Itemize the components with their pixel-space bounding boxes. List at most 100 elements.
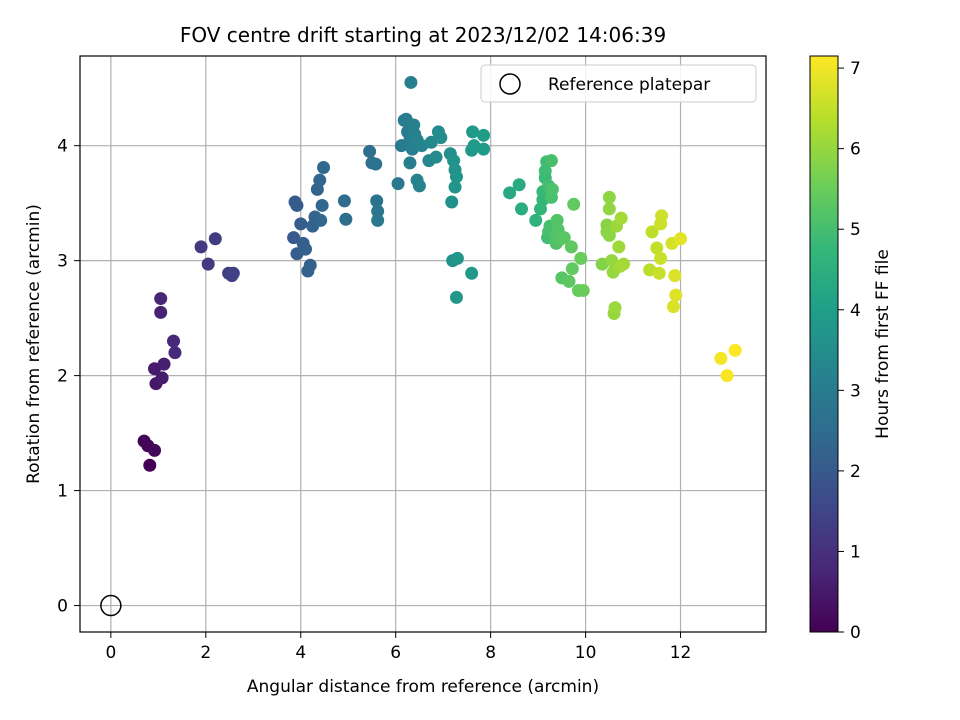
y-tick-label: 1 [57,482,68,502]
x-tick-label: 0 [105,643,116,663]
data-point [226,266,240,280]
data-point [287,231,301,245]
data-point [465,266,479,280]
data-point [449,170,463,184]
data-point [655,209,669,223]
data-point [154,292,168,306]
data-point [371,204,385,218]
colorbar-tick-label: 1 [850,542,861,562]
data-point [143,458,157,472]
colorbar-ticks: 0 1 2 3 4 5 6 7 [838,59,861,643]
data-point [303,258,317,272]
data-point [674,232,688,246]
data-point [503,186,517,200]
data-point [363,144,377,158]
data-point [313,173,327,187]
x-tick-label: 6 [390,643,401,663]
data-point [576,284,590,298]
data-point [371,213,385,227]
data-point [565,262,579,276]
data-point [529,213,543,227]
data-point [564,240,578,254]
data-point [612,240,626,254]
legend-reference-marker [499,73,521,95]
data-point [466,125,480,139]
data-point [450,251,464,265]
y-tick-label: 3 [57,252,68,272]
colorbar-tick-label: 2 [850,462,861,482]
data-point [545,182,559,196]
data-point [391,177,405,191]
colorbar-tick-label: 3 [850,381,861,401]
data-point [720,369,734,383]
data-point [404,75,418,89]
colorbar-label: Hours from first FF file [873,249,893,439]
chart-title: FOV centre drift starting at 2023/12/02 … [180,23,666,47]
x-tick-label: 2 [200,643,211,663]
data-point [654,251,668,265]
data-point [429,150,443,164]
colorbar-tick-label: 6 [850,140,861,160]
data-point [294,217,308,231]
data-point [157,357,171,371]
data-point [602,190,616,204]
data-point [369,157,383,171]
data-point [370,194,384,208]
x-tick-label: 10 [575,643,597,663]
data-point [669,288,683,302]
data-point [617,257,631,271]
data-point [562,274,576,288]
legend-box [480,64,757,103]
colorbar-tick-label: 4 [850,301,861,321]
data-point [448,180,462,194]
data-point [194,240,208,254]
data-point [290,198,304,212]
y-tick-label: 4 [57,137,68,157]
data-point [201,257,215,271]
data-point [567,197,581,211]
colorbar-tick-label: 5 [850,220,861,240]
reference-marker-layer [100,594,122,617]
data-point [208,232,222,246]
y-axis-label: Rotation from reference (arcmin) [24,204,44,484]
data-point [317,161,331,175]
data-point [728,343,742,357]
data-point [148,443,162,457]
colorbar-gradient [809,55,839,633]
data-point [314,213,328,227]
data-point [477,128,491,142]
data-point [515,202,529,216]
data-point [652,266,666,280]
colorbar-tick-label: 0 [850,623,861,643]
data-point [337,194,351,208]
y-tick-label: 0 [57,597,68,617]
data-point [445,195,459,209]
plot-frame [79,55,767,633]
data-point [477,142,491,156]
x-axis-label: Angular distance from reference (arcmin) [247,677,599,697]
data-point [299,242,313,256]
data-point [167,334,181,348]
data-point [668,269,682,283]
data-point [544,154,558,168]
data-point [602,202,616,216]
grid [80,56,766,632]
data-point [666,300,680,314]
y-tick-label: 2 [57,367,68,387]
data-point [650,241,664,255]
reference-platepar-marker [100,594,122,617]
x-tick-label: 4 [295,643,306,663]
data-point [339,212,353,226]
data-point [608,301,622,315]
data-point [602,228,616,242]
data-point [574,251,588,265]
data-point [155,371,169,385]
data-point [614,211,628,225]
data-point [557,231,571,245]
x-tick-label: 12 [670,643,692,663]
colorbar: 0 1 2 3 4 5 6 7 Hours from first FF file [809,55,893,643]
data-point [154,305,168,319]
data-point [315,198,329,212]
